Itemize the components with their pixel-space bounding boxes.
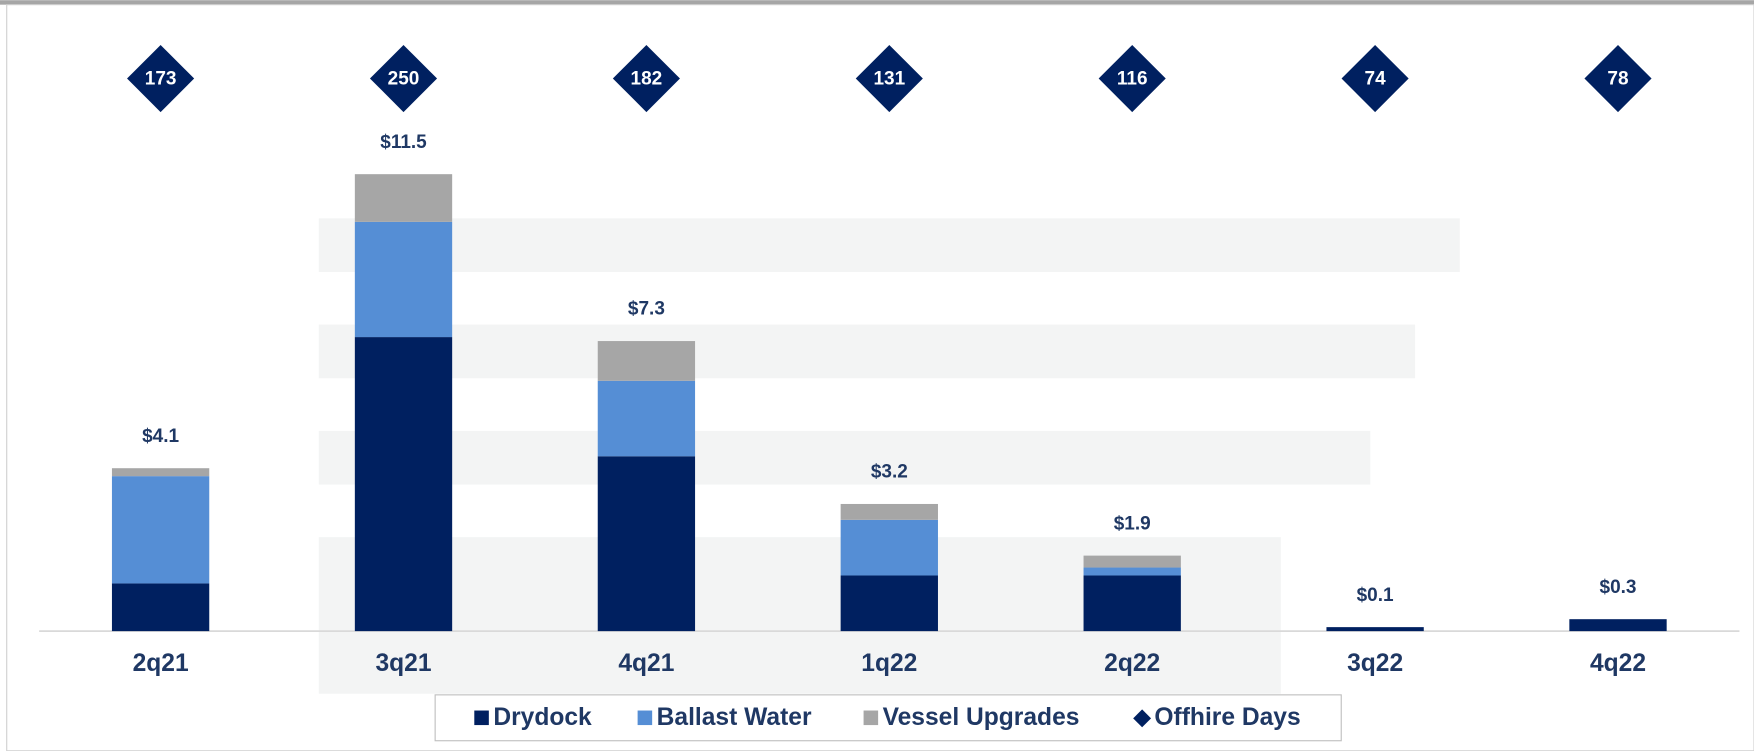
legend-label: Drydock	[493, 704, 592, 731]
bar-segment	[597, 341, 696, 381]
bar-segment	[1569, 619, 1667, 632]
x-tick-label: 1q22	[861, 650, 917, 677]
x-tick-label: 3q21	[375, 650, 431, 677]
bar-segment	[1326, 627, 1424, 632]
total-label: $0.1	[1357, 585, 1394, 606]
offhire-label: 250	[388, 69, 420, 90]
offhire-diamond	[369, 44, 438, 113]
bar-segment	[597, 380, 696, 457]
legend-swatch	[637, 710, 653, 726]
x-tick-label: 3q22	[1347, 650, 1403, 677]
legend-label: Offhire Days	[1154, 704, 1300, 731]
offhire-diamond	[1341, 44, 1409, 113]
legend-diamond	[1133, 709, 1152, 728]
legend-swatch	[474, 710, 489, 726]
bar-segment	[354, 174, 453, 222]
watermark	[318, 218, 1460, 694]
legend-swatch	[863, 710, 879, 726]
offhire-diamond	[855, 44, 923, 113]
bar-segment	[1083, 555, 1181, 568]
x-tick-label: 2q21	[133, 650, 189, 677]
bar-segment	[1083, 567, 1181, 576]
legend	[434, 694, 1342, 742]
legend-label: Vessel Upgrades	[883, 704, 1080, 731]
x-tick-label: 2q22	[1104, 650, 1160, 677]
bar-segment	[840, 503, 938, 520]
total-label: $4.1	[142, 426, 179, 447]
bar-segment	[1083, 575, 1181, 632]
bar-segment	[111, 468, 210, 477]
bar-segment	[354, 337, 453, 632]
bar-segment	[840, 519, 938, 576]
offhire-label: 78	[1607, 69, 1628, 90]
offhire-diamond	[127, 44, 195, 113]
offhire-label: 74	[1365, 69, 1387, 90]
total-label: $3.2	[871, 462, 908, 483]
offhire-label: 173	[145, 69, 177, 90]
offhire-label: 131	[873, 69, 905, 90]
x-tick-label: 4q22	[1590, 650, 1646, 677]
offhire-diamond	[612, 44, 680, 113]
bar-segment	[840, 575, 938, 632]
total-label: $7.3	[628, 299, 665, 320]
x-tick-label: 4q21	[618, 650, 674, 677]
legend-label: Ballast Water	[657, 704, 812, 731]
bar-segment	[111, 476, 210, 584]
bar-segment	[111, 583, 210, 632]
offhire-label: 116	[1117, 69, 1148, 90]
bar-segment	[354, 221, 453, 338]
offhire-diamond	[1584, 44, 1652, 113]
total-label: $0.3	[1600, 577, 1637, 598]
offhire-label: 182	[631, 69, 663, 90]
top-border	[0, 0, 1754, 5]
total-label: $11.5	[380, 132, 427, 153]
bar-segment	[597, 456, 696, 632]
total-label: $1.9	[1114, 513, 1151, 534]
